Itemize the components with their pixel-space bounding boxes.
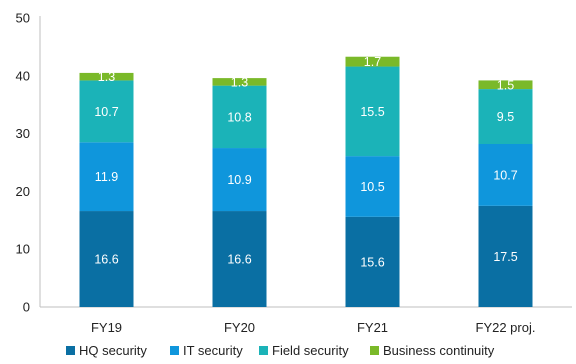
bar-segment (478, 144, 533, 206)
data-label: 15.5 (360, 105, 384, 119)
legend-swatch (370, 346, 379, 355)
legend-label: Business continuity (383, 343, 495, 358)
data-label: 1.3 (231, 75, 248, 89)
bar-segment (478, 205, 533, 307)
y-tick-label: 20 (16, 184, 30, 199)
x-tick-label: FY21 (357, 320, 388, 335)
data-label: 1.5 (497, 78, 514, 92)
legend-label: Field security (272, 343, 349, 358)
data-label: 10.9 (227, 173, 251, 187)
bar-segment (212, 211, 267, 307)
bar-segment (478, 89, 533, 145)
y-tick-label: 0 (23, 300, 30, 315)
bar-segment (79, 211, 134, 307)
data-label: 9.5 (497, 110, 514, 124)
x-tick-label: FY22 proj. (476, 320, 536, 335)
data-label: 1.7 (364, 55, 381, 69)
legend-swatch (170, 346, 179, 355)
bar-segment (345, 216, 400, 307)
bar-segment (345, 56, 400, 67)
bar-segment (212, 85, 267, 149)
bar-segment (212, 78, 267, 86)
bar-segment (345, 156, 400, 217)
bar-segment (345, 66, 400, 157)
bar-segment (79, 142, 134, 212)
data-label: 10.7 (94, 105, 118, 119)
legend-label: HQ security (79, 343, 147, 358)
legend-swatch (259, 346, 268, 355)
bar-segment (79, 72, 134, 81)
x-tick-label: FY20 (224, 320, 255, 335)
data-label: 10.7 (493, 168, 517, 182)
bar-segment (478, 80, 533, 90)
data-label: 10.5 (360, 180, 384, 194)
data-labels: 16.6 11.9 10.7 1.3 16.6 10.9 10.8 1.3 15.6 10.5 15… (94, 55, 517, 269)
x-tick-label: FY19 (91, 320, 122, 335)
bars (79, 56, 533, 307)
data-label: 16.6 (227, 253, 251, 267)
legend-label: IT security (183, 343, 243, 358)
y-tick-label: 10 (16, 242, 30, 257)
y-tick-label: 40 (16, 68, 30, 83)
bar-segment (212, 148, 267, 212)
data-label: 1.3 (98, 70, 115, 84)
y-tick-label: 30 (16, 126, 30, 141)
legend: HQ security IT security Field security Busi… (66, 343, 495, 358)
data-label: 11.9 (95, 170, 118, 184)
y-tick-label: 50 (16, 11, 30, 26)
data-label: 10.8 (227, 110, 251, 124)
data-label: 17.5 (493, 250, 517, 264)
data-label: 15.6 (360, 255, 384, 269)
data-label: 16.6 (94, 253, 118, 267)
bar-segment (79, 80, 134, 143)
legend-swatch (66, 346, 75, 355)
